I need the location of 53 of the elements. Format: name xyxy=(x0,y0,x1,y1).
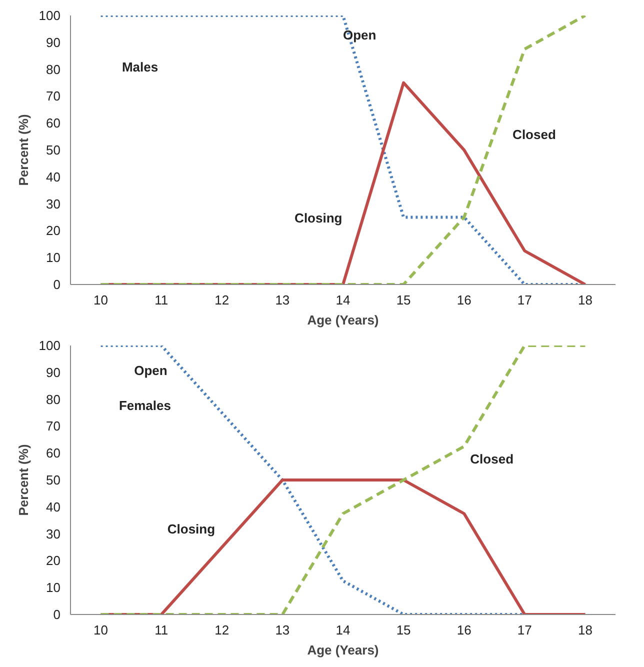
y-tick-label: 40 xyxy=(46,499,61,514)
y-tick-label: 20 xyxy=(46,223,61,238)
y-tick-label: 70 xyxy=(46,418,61,434)
x-tick-label: 16 xyxy=(456,292,472,308)
series-label: Open xyxy=(343,27,376,42)
x-axis-title: Age (Years) xyxy=(307,642,379,658)
y-tick-label: 50 xyxy=(46,472,61,488)
y-tick-label: 20 xyxy=(46,553,61,568)
y-tick-label: 90 xyxy=(46,364,61,380)
y-tick-label: 30 xyxy=(46,196,61,212)
y-tick-label: 10 xyxy=(46,580,61,596)
x-tick-label: 12 xyxy=(214,622,230,638)
x-tick-label: 17 xyxy=(517,622,532,638)
x-tick-label: 15 xyxy=(396,292,411,308)
series-label: Closed xyxy=(470,452,514,467)
y-tick-label: 50 xyxy=(46,142,61,158)
annotation: Males xyxy=(122,60,158,75)
y-tick-label: 0 xyxy=(53,607,61,622)
y-tick-label: 0 xyxy=(53,277,61,292)
x-tick-label: 11 xyxy=(154,292,168,308)
y-tick-label: 100 xyxy=(38,8,61,23)
y-tick-label: 60 xyxy=(46,446,61,461)
y-tick-label: 80 xyxy=(46,62,61,77)
series-label: Closing xyxy=(167,521,216,536)
line-series xyxy=(99,346,587,614)
series-label: Open xyxy=(134,362,168,378)
x-tick-label: 10 xyxy=(94,622,108,638)
y-tick-label: 90 xyxy=(46,34,61,50)
x-tick-label: 14 xyxy=(336,292,350,308)
x-tick-label: 17 xyxy=(517,292,532,308)
series-label: Closed xyxy=(512,126,556,142)
x-tick-label: 18 xyxy=(578,292,592,308)
x-tick-label: 10 xyxy=(94,292,108,308)
x-tick-label: 16 xyxy=(456,622,472,638)
y-tick-label: 100 xyxy=(38,338,61,353)
x-tick-label: 12 xyxy=(214,292,230,308)
x-tick-label: 18 xyxy=(578,622,592,638)
x-tick-label: 13 xyxy=(275,622,290,638)
y-axis-title: Percent (%) xyxy=(16,444,31,516)
y-tick-label: 70 xyxy=(46,88,61,104)
y-axis-title: Percent (%) xyxy=(16,114,31,186)
x-tick-label: 11 xyxy=(154,622,168,638)
x-tick-label: 15 xyxy=(396,622,411,638)
x-tick-label: 14 xyxy=(336,622,350,638)
x-tick-label: 13 xyxy=(275,292,290,308)
annotation: Females xyxy=(118,398,171,413)
y-tick-label: 30 xyxy=(46,526,61,542)
y-tick-label: 10 xyxy=(46,250,61,266)
y-tick-label: 60 xyxy=(46,116,61,131)
y-tick-label: 40 xyxy=(46,169,61,184)
series-label: Closing xyxy=(294,210,342,226)
y-tick-label: 80 xyxy=(46,392,61,407)
x-axis-title: Age (Years) xyxy=(307,312,379,328)
